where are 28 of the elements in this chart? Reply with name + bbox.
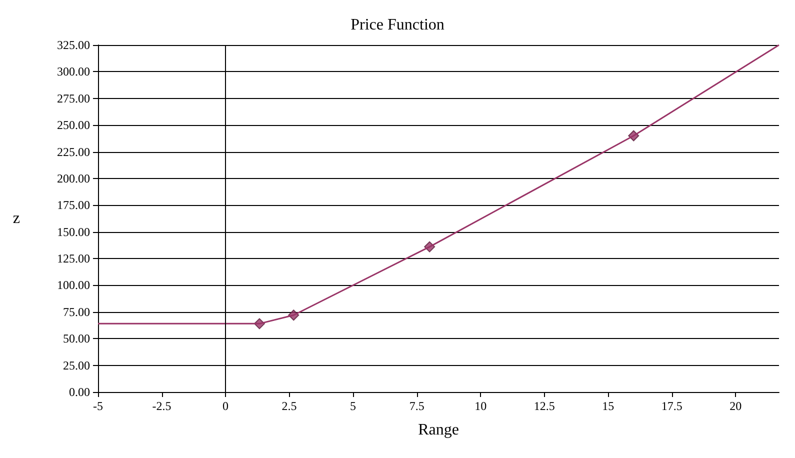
y-tick-label: 250.00 <box>57 118 90 132</box>
y-tick-label: 0.00 <box>69 385 90 399</box>
y-tick-label: 225.00 <box>57 144 90 159</box>
x-tick-label: -5 <box>93 399 103 413</box>
y-axis-title: z <box>12 210 20 227</box>
x-tick-label: 12.5 <box>534 399 555 413</box>
y-tick-label: 200.00 <box>57 171 90 186</box>
y-tick-label: 275.00 <box>57 91 90 106</box>
y-tick-label: 300.00 <box>57 64 90 79</box>
y-tick-label: 125.00 <box>57 252 90 266</box>
chart-title: Price Function <box>350 16 444 34</box>
x-tick-label: 20 <box>730 399 742 413</box>
x-tick-label: 17.5 <box>661 399 682 413</box>
x-tick-label: 2.5 <box>282 399 297 413</box>
x-tick-label: 15 <box>602 399 614 413</box>
y-tick-label: 75.00 <box>63 304 90 319</box>
y-tick-label: 100.00 <box>57 278 90 292</box>
x-axis-title: Range <box>418 422 459 438</box>
y-tick-label: 175.00 <box>57 198 90 212</box>
x-tick-label: 10 <box>474 399 487 413</box>
y-tick-label: 50.00 <box>63 332 90 346</box>
y-tick-label: 325.00 <box>57 38 90 52</box>
y-tick-label: 25.00 <box>63 358 90 372</box>
x-tick-label: -2.5 <box>152 399 172 413</box>
y-tick-label: 150.00 <box>57 224 90 239</box>
x-tick-label: 7.5 <box>409 399 424 413</box>
x-tick-label: 5 <box>350 399 356 413</box>
x-tick-label: 0 <box>222 399 229 413</box>
